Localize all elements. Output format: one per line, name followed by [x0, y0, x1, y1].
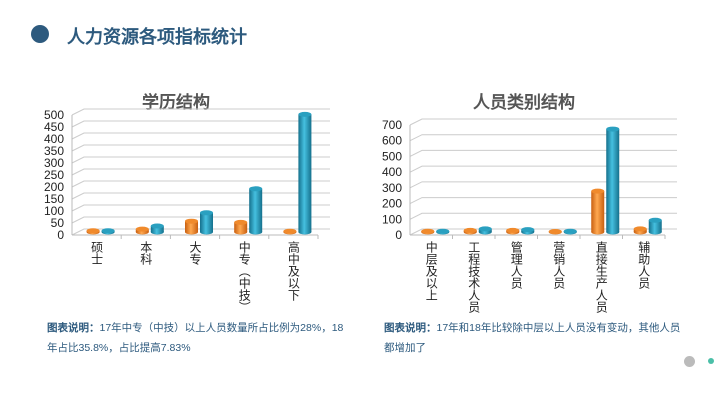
bar-top: [436, 228, 450, 234]
y-tick-label: 0: [395, 228, 402, 242]
bar-top: [283, 228, 297, 234]
bar-18年-本科: [150, 226, 164, 232]
bar-top: [633, 226, 647, 232]
bar-top: [463, 227, 477, 233]
x-tick-label: 本科: [138, 241, 153, 265]
bar-top: [548, 229, 562, 235]
gridline: [409, 197, 677, 205]
bar-top: [521, 227, 535, 233]
bar-top: [135, 226, 149, 232]
bar-top: [563, 228, 577, 234]
gridline: [71, 168, 330, 176]
gridline: [71, 156, 330, 164]
y-tick-label: 500: [44, 108, 64, 122]
note-text: 17年和18年比较除中层以上人员没有变动，其他人员都增加了: [384, 322, 681, 354]
bar-top: [101, 228, 115, 234]
chart-title-education: 学历结构: [142, 93, 210, 112]
x-tick-label: 中层及以上: [424, 241, 439, 301]
note-label: 图表说明：: [384, 322, 437, 334]
x-tick-label: 中专（中技）: [237, 241, 252, 313]
bar-top: [86, 228, 100, 234]
bar-17年-中专（中技）: [234, 222, 248, 232]
y-tick-label: 200: [44, 180, 64, 194]
gridline: [71, 108, 330, 116]
y-tick-label: 600: [382, 134, 402, 148]
gridline: [71, 144, 330, 152]
y-tick-label: 100: [44, 204, 64, 218]
bar-top: [506, 227, 520, 233]
header-bullet-icon: [31, 25, 49, 43]
y-tick-label: 150: [44, 192, 64, 206]
x-tick-label: 硕士: [89, 241, 104, 265]
x-tick-label: 直接生产人员: [594, 241, 609, 313]
chart-title-category: 人员类别结构: [473, 93, 575, 112]
y-tick-label: 0: [57, 228, 64, 242]
gridline: [409, 118, 677, 126]
bar-top: [478, 226, 492, 232]
x-tick-label: 大专: [188, 241, 202, 265]
y-tick-label: 100: [382, 212, 402, 226]
bar-top: [606, 126, 620, 132]
gridline: [71, 132, 330, 140]
bar-18年-大专: [200, 212, 213, 232]
gridline: [71, 180, 330, 188]
bar-top: [648, 217, 662, 223]
y-tick-label: 400: [44, 132, 64, 146]
bar-18年-中专（中技）: [249, 188, 263, 232]
bar-18年-高中及以下: [298, 114, 312, 232]
gridline: [409, 181, 677, 189]
x-tick-label: 工程技术人员: [466, 241, 481, 313]
bar-top: [298, 111, 312, 117]
gridline: [71, 192, 330, 200]
y-tick-label: 50: [51, 216, 65, 230]
y-tick-label: 450: [44, 120, 64, 134]
y-tick-label: 300: [382, 181, 402, 195]
x-tick-label: 营销人员: [551, 241, 566, 289]
y-tick-label: 700: [382, 118, 402, 132]
bar-top: [185, 218, 198, 224]
gridline: [409, 212, 677, 220]
y-tick-label: 200: [382, 197, 402, 211]
bar-top: [150, 223, 164, 229]
note-text: 17年中专（中技）以上人员数量所占比例为28%，18年占比35.8%，占比提高7…: [47, 322, 344, 354]
bar-top: [200, 210, 213, 216]
bar-18年-辅助人员: [648, 220, 662, 232]
x-tick-label: 高中及以下: [286, 241, 301, 301]
y-tick-label: 500: [382, 149, 402, 163]
y-tick-label: 350: [44, 144, 64, 158]
bar-17年-直接生产人员: [591, 191, 605, 232]
y-tick-label: 250: [44, 168, 64, 182]
bar-top: [591, 188, 605, 194]
x-tick-label: 辅助人员: [636, 241, 651, 289]
gridline: [71, 216, 330, 224]
gridline: [71, 120, 330, 128]
bar-top: [249, 186, 263, 192]
x-tick-label: 管理人员: [509, 241, 524, 289]
gridline: [409, 134, 677, 142]
gridline: [409, 149, 677, 157]
gridline: [71, 204, 330, 212]
note-education: 图表说明：17年中专（中技）以上人员数量所占比例为28%，18年占比35.8%，…: [47, 318, 347, 358]
y-tick-label: 300: [44, 156, 64, 170]
page-dot-2[interactable]: [708, 358, 714, 364]
note-label: 图表说明：: [47, 322, 100, 334]
note-category: 图表说明：17年和18年比较除中层以上人员没有变动，其他人员都增加了: [384, 318, 684, 358]
bar-top: [421, 228, 435, 234]
gridline: [409, 165, 677, 173]
gridline: [71, 228, 330, 236]
bar-17年-大专: [185, 221, 198, 232]
page-dot-1[interactable]: [684, 356, 695, 367]
bar-18年-直接生产人员: [606, 129, 620, 232]
page-title: 人力资源各项指标统计: [67, 27, 247, 47]
bar-top: [234, 219, 248, 225]
y-tick-label: 400: [382, 165, 402, 179]
